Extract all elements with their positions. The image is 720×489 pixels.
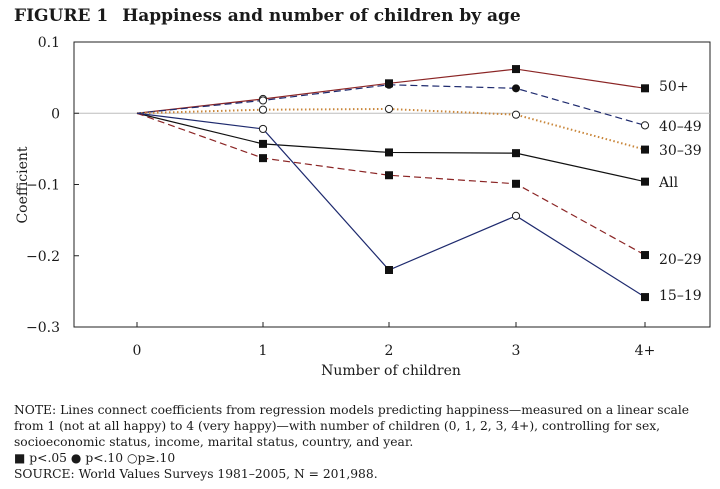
y-tick-label: 0 — [51, 106, 60, 122]
square-marker — [385, 266, 393, 274]
square-marker — [641, 293, 649, 302]
x-axis: 0 1 2 3 4+ — [133, 322, 656, 359]
x-tick-label: 4+ — [635, 343, 656, 359]
square-marker — [512, 149, 520, 158]
filled-circle-icon: ● — [70, 451, 82, 465]
open-circle-marker — [258, 96, 268, 105]
legend-pge10: p≥.10 — [137, 451, 176, 465]
square-marker — [259, 154, 267, 163]
series-label: 30–39 — [659, 143, 702, 159]
x-tick-label: 3 — [512, 343, 521, 359]
open-circle-marker — [384, 104, 394, 114]
x-axis-label: Number of children — [321, 363, 461, 379]
series-label: All — [658, 175, 679, 191]
series-label: 50+ — [659, 79, 689, 95]
square-marker — [512, 65, 520, 74]
y-tick-label: 0.1 — [38, 35, 60, 51]
square-marker — [641, 177, 649, 186]
x-tick-label: 1 — [259, 343, 268, 359]
square-marker — [641, 84, 649, 93]
series-labels: 50+ 40–49 30–39 All 20–29 15–19 — [658, 79, 702, 304]
square-marker — [641, 251, 649, 260]
y-axis: 0.1 0 −0.1 −0.2 −0.3 — [26, 35, 79, 336]
x-tick-label: 0 — [133, 343, 142, 359]
series-lines — [136, 68, 646, 298]
series-line — [136, 112, 646, 256]
note-text: NOTE: Lines connect coefficients from re… — [14, 403, 690, 449]
square-marker — [385, 148, 393, 157]
series-label: 20–29 — [659, 252, 702, 268]
legend-p05: p<.05 — [29, 451, 67, 465]
filled-circle-marker — [512, 84, 520, 93]
source-text: SOURCE: World Values Surveys 1981–2005, … — [14, 467, 378, 481]
open-circle-marker — [258, 124, 268, 134]
square-marker — [641, 145, 649, 154]
open-circle-icon: ○ — [126, 451, 138, 465]
y-tick-label: −0.1 — [26, 178, 60, 194]
legend-p10: p<.10 — [85, 451, 124, 465]
open-circle-marker — [511, 211, 521, 220]
square-marker-icon: ■ — [14, 451, 26, 465]
marker-legend: ■ p<.05 ● p<.10 ○p≥.10 — [14, 450, 714, 466]
y-tick-label: −0.3 — [26, 320, 60, 336]
figure-note: NOTE: Lines connect coefficients from re… — [14, 402, 714, 482]
series-label: 15–19 — [659, 288, 702, 304]
square-marker — [385, 171, 393, 180]
figure-title-text: Happiness and number of children by age — [122, 6, 521, 26]
open-circle-marker — [511, 110, 521, 119]
open-circle-marker — [640, 121, 650, 130]
series-line — [136, 107, 646, 151]
filled-circle-marker — [385, 80, 393, 89]
square-marker — [259, 139, 267, 148]
figure-label: FIGURE 1 — [14, 6, 109, 26]
y-axis-label: Coefficient — [15, 146, 31, 223]
x-tick-label: 2 — [385, 343, 394, 359]
y-tick-label: −0.2 — [26, 249, 60, 265]
figure-title: FIGURE 1 Happiness and number of children… — [14, 6, 521, 26]
line-chart: 0.1 0 −0.1 −0.2 −0.3 0 1 2 3 4+ Coefficient Numb… — [15, 35, 711, 379]
series-markers — [258, 65, 650, 302]
open-circle-marker — [258, 105, 268, 114]
series-label: 40–49 — [659, 119, 702, 135]
square-marker — [512, 179, 520, 188]
